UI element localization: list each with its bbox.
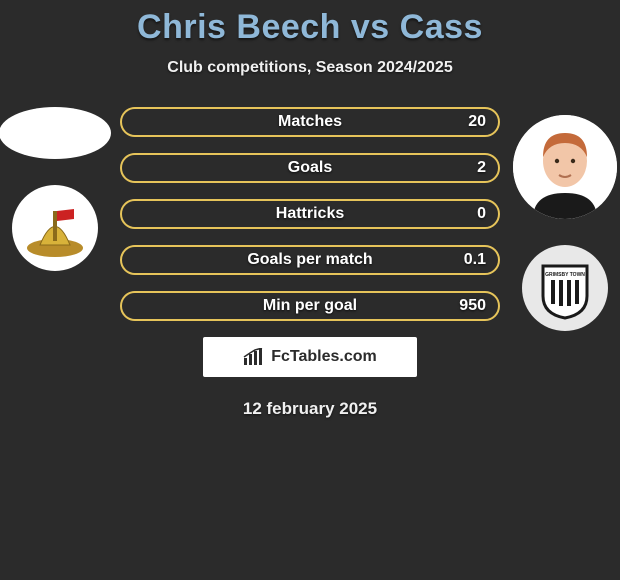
stat-row-goals: Goals 2 <box>120 153 500 183</box>
stat-label: Matches <box>278 113 342 131</box>
subtitle: Club competitions, Season 2024/2025 <box>0 59 620 77</box>
stat-label: Goals <box>288 159 332 177</box>
page-title: Chris Beech vs Cass <box>0 0 620 47</box>
stat-right-value: 2 <box>477 159 486 177</box>
stat-row-min-per-goal: Min per goal 950 <box>120 291 500 321</box>
stats-list: Matches 20 Goals 2 Hattricks 0 Goals per… <box>0 107 620 321</box>
stat-label: Min per goal <box>263 297 357 315</box>
stat-right-value: 0.1 <box>464 251 486 269</box>
comparison-infographic: Chris Beech vs Cass Club competitions, S… <box>0 0 620 580</box>
bar-chart-icon <box>243 348 265 366</box>
stat-row-matches: Matches 20 <box>120 107 500 137</box>
stat-row-goals-per-match: Goals per match 0.1 <box>120 245 500 275</box>
stat-row-hattricks: Hattricks 0 <box>120 199 500 229</box>
watermark: FcTables.com <box>203 337 417 377</box>
stat-right-value: 0 <box>477 205 486 223</box>
stat-label: Goals per match <box>247 251 372 269</box>
stat-right-value: 20 <box>468 113 486 131</box>
watermark-text: FcTables.com <box>271 348 377 366</box>
stat-right-value: 950 <box>459 297 486 315</box>
stat-label: Hattricks <box>276 205 344 223</box>
date-text: 12 february 2025 <box>0 399 620 419</box>
